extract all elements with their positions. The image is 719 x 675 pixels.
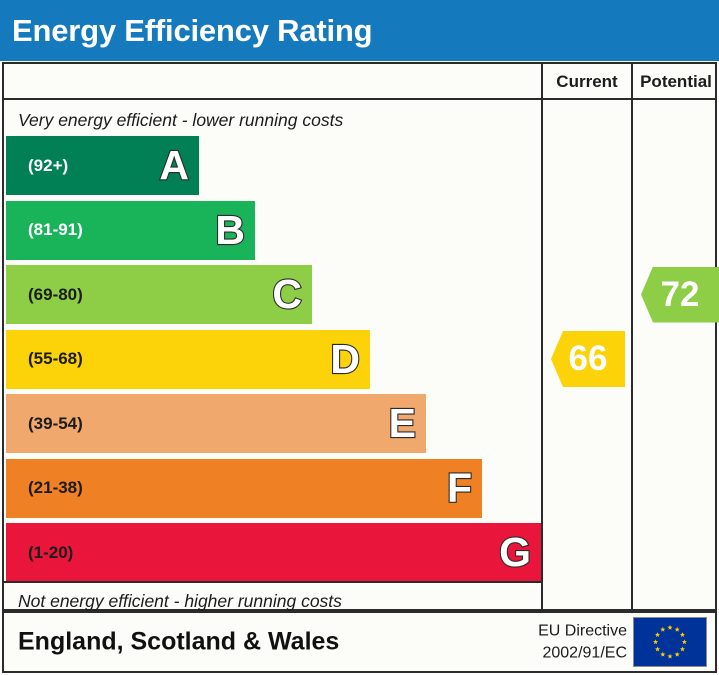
band-range-label: (81-91): [28, 220, 83, 239]
rating-band-d: (55-68) D: [6, 329, 370, 389]
potential-rating-badge: 72: [641, 266, 719, 323]
band-letter-label: D: [329, 335, 361, 382]
rating-band-a: (92+) A: [6, 136, 199, 195]
rating-table: Current Potential Very energy efficient …: [2, 62, 719, 611]
table-header-row: [4, 64, 715, 100]
band-list: (92+) A (81-91) B (69-80) C (55-68) D (39-54) E (2…: [4, 64, 541, 609]
band-letter-label: E: [388, 400, 418, 446]
band-range-label: (55-68): [28, 349, 83, 368]
chart-footer: England, Scotland & Wales EU Directive 2…: [2, 611, 717, 673]
band-range-label: (39-54): [28, 413, 83, 433]
caption-inefficient: Not energy efficient - higher running co…: [18, 591, 342, 611]
band-letter-label: F: [446, 464, 473, 511]
eu-directive-label: EU Directive 2002/91/EC: [538, 620, 627, 663]
current-rating-badge: 66: [551, 331, 625, 387]
chart-title-bar: Energy Efficiency Rating: [0, 0, 719, 61]
column-header-potential: Potential: [640, 72, 712, 91]
current-rating-value: 66: [568, 339, 608, 378]
band-range-label: (21-38): [28, 478, 83, 497]
rating-band-g: (1-20) G: [6, 523, 541, 582]
rating-band-b: (81-91) B: [6, 200, 255, 260]
rating-band-e: (39-54) E: [6, 394, 426, 453]
rating-band-c: (69-80) C: [6, 265, 312, 324]
eu-directive-line-1: EU Directive: [538, 622, 627, 640]
rating-band-f: (21-38) F: [6, 458, 482, 518]
band-letter-label: C: [271, 271, 303, 317]
column-divider-potential: [631, 64, 633, 609]
region-label: England, Scotland & Wales: [18, 627, 340, 656]
band-range-label: (69-80): [28, 284, 83, 304]
caption-divider-bottom: [4, 581, 541, 583]
eu-flag-stars: [653, 624, 687, 659]
page-title: Energy Efficiency Rating: [12, 12, 373, 48]
column-divider-current: [541, 64, 543, 609]
band-letter-label: G: [498, 529, 532, 575]
potential-rating-value: 72: [660, 274, 700, 314]
eu-flag-icon: [633, 617, 707, 667]
column-header-current: Current: [556, 72, 618, 91]
band-range-label: (1-20): [28, 542, 74, 562]
band-letter-label: B: [214, 206, 246, 253]
caption-efficient: Very energy efficient - lower running co…: [18, 110, 344, 130]
band-letter-label: A: [158, 142, 190, 188]
band-range-label: (92+): [28, 155, 69, 175]
eu-directive-line-2: 2002/91/EC: [542, 644, 627, 661]
